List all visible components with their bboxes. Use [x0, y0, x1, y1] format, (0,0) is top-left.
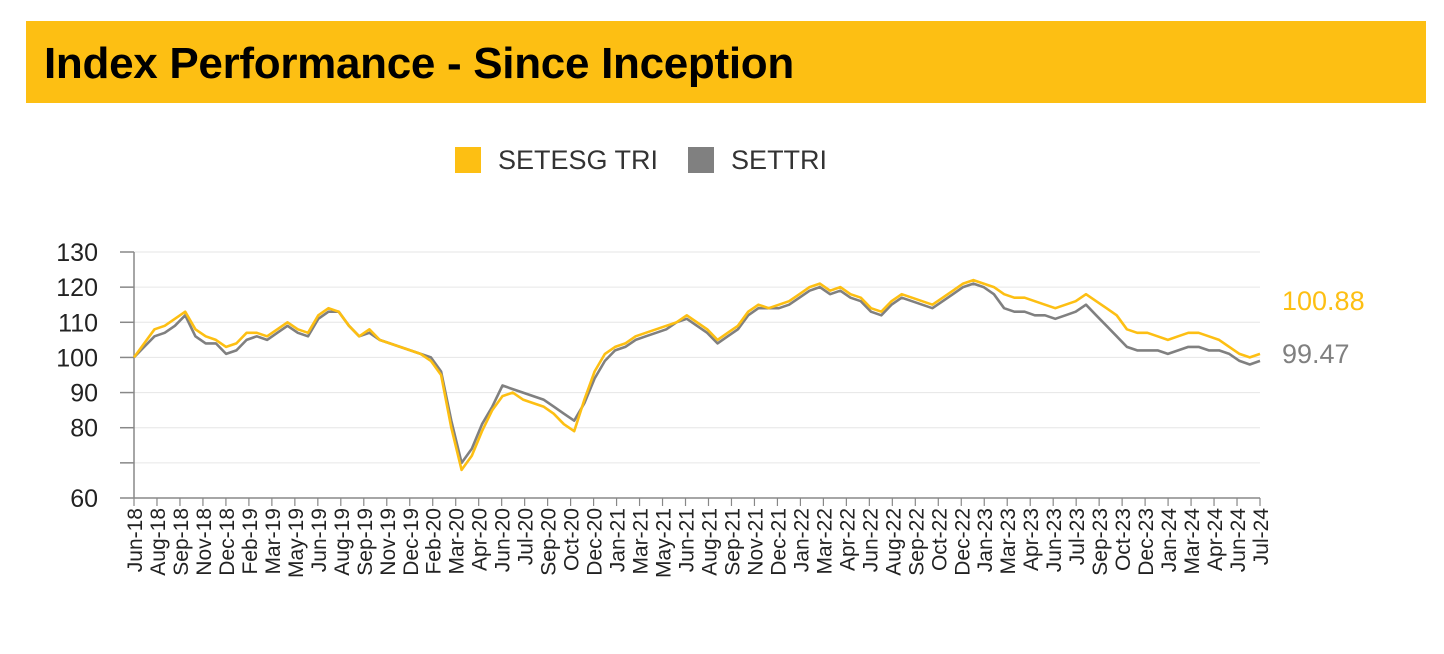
- x-tick-label: May-21: [653, 508, 676, 578]
- x-tick-label: Sep-19: [354, 508, 377, 576]
- x-tick-label: Dec-18: [216, 508, 239, 576]
- x-tick-label: Jun-24: [1227, 508, 1250, 573]
- x-tick-label: Jun-18: [124, 508, 147, 572]
- x-tick-label: Jan-24: [1158, 508, 1181, 573]
- x-tick-label: Mar-23: [997, 508, 1020, 575]
- title-bar: Index Performance - Since Inception: [26, 21, 1426, 103]
- x-tick-label: Jun-21: [676, 508, 699, 572]
- x-tick-label: Jun-19: [308, 508, 331, 572]
- x-tick-label: Sep-21: [721, 508, 744, 576]
- x-tick-label: Aug-18: [147, 508, 170, 576]
- x-tick-label: Mar-19: [262, 508, 285, 575]
- x-tick-label: Dec-21: [767, 508, 790, 576]
- x-tick-label: Jan-22: [790, 508, 813, 572]
- y-tick-label: 60: [70, 485, 98, 513]
- x-tick-label: Mar-20: [446, 508, 469, 575]
- x-tick-label: Apr-22: [836, 508, 859, 571]
- legend-swatch-settri: [688, 147, 715, 173]
- chart-legend: SETESG TRI SETTRI: [455, 143, 857, 177]
- x-tick-label: Mar-22: [813, 508, 836, 575]
- legend-item-settri: SETTRI: [688, 145, 827, 176]
- x-tick-label: Oct-23: [1112, 508, 1135, 571]
- x-tick-label: Sep-23: [1089, 508, 1112, 576]
- x-tick-label: Aug-21: [698, 508, 721, 576]
- x-tick-label: Sep-22: [905, 508, 928, 576]
- x-tick-label: Mar-24: [1181, 508, 1204, 575]
- end-value-settri: 99.47: [1282, 339, 1350, 369]
- x-tick-label: Jul-24: [1250, 508, 1273, 566]
- x-tick-label: Jun-20: [492, 508, 515, 572]
- legend-label-settri: SETTRI: [731, 144, 828, 175]
- x-tick-label: Jul-23: [1066, 508, 1089, 565]
- y-tick-label: 100: [56, 344, 98, 372]
- x-tick-label: Jul-20: [515, 508, 538, 565]
- x-tick-label: Oct-20: [561, 508, 584, 571]
- series-line-settri: [133, 282, 1261, 465]
- legend-item-setesg: SETESG TRI: [455, 145, 658, 176]
- x-tick-label: Nov-21: [744, 508, 767, 576]
- x-tick-label: Jan-21: [607, 508, 630, 572]
- x-tick-label: Jun-22: [859, 508, 882, 572]
- x-tick-label: Nov-19: [377, 508, 400, 576]
- x-tick-label: Mar-21: [630, 508, 653, 575]
- x-tick-label: Nov-18: [193, 508, 216, 576]
- x-tick-label: Dec-22: [951, 508, 974, 576]
- y-tick-label: 110: [58, 309, 98, 337]
- x-tick-label: Jan-23: [974, 508, 997, 572]
- x-tick-label: Oct-22: [928, 508, 951, 571]
- x-tick-label: Apr-20: [469, 508, 492, 571]
- x-tick-label: Dec-23: [1135, 508, 1158, 576]
- y-tick-label: 90: [70, 380, 98, 408]
- x-tick-label: Sep-18: [170, 508, 193, 576]
- legend-label-setesg: SETESG TRI: [498, 144, 659, 175]
- x-tick-label: Apr-24: [1204, 508, 1227, 571]
- x-tick-label: Sep-20: [538, 508, 561, 576]
- x-tick-label: Aug-19: [331, 508, 354, 576]
- page-title: Index Performance - Since Inception: [44, 39, 794, 88]
- x-tick-label: Feb-20: [423, 508, 446, 575]
- x-tick-label: Apr-23: [1020, 508, 1043, 571]
- legend-swatch-setesg: [455, 147, 481, 173]
- x-tick-label: Aug-22: [882, 508, 905, 576]
- end-value-setesg: 100.88: [1282, 286, 1365, 316]
- y-tick-label: 80: [70, 415, 98, 443]
- y-tick-label: 120: [56, 274, 98, 302]
- x-tick-label: Dec-20: [584, 508, 607, 576]
- x-tick-label: May-19: [285, 508, 308, 578]
- series-line-setesg: [132, 278, 1261, 472]
- x-tick-label: Jun-23: [1043, 508, 1066, 572]
- y-tick-label: 130: [56, 239, 98, 267]
- x-tick-label: Feb-19: [239, 508, 262, 575]
- x-tick-label: Dec-19: [400, 508, 423, 576]
